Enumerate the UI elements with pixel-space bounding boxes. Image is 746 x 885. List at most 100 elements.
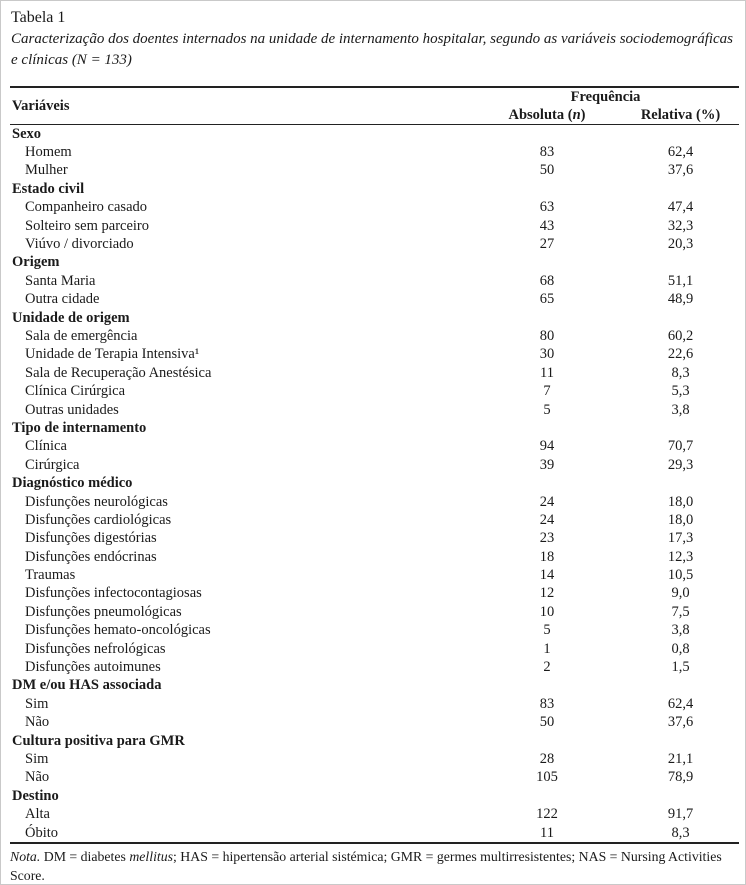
table-row: Destino <box>10 787 739 805</box>
row-pct <box>622 309 739 327</box>
row-n <box>472 677 622 695</box>
row-n: 18 <box>539 548 555 565</box>
row-n: 24 <box>539 511 555 528</box>
row-pct: 8,3 <box>671 824 690 841</box>
row-pct: 18,0 <box>667 511 694 528</box>
col-header-relative: Relativa (%) <box>640 106 721 123</box>
row-label: Sim <box>25 695 49 712</box>
row-label: Sim <box>25 750 49 767</box>
row-label: Diagnóstico médico <box>12 475 133 492</box>
table-row: Óbito 11 8,3 <box>10 824 739 843</box>
row-n: 28 <box>539 750 555 767</box>
row-pct: 9,0 <box>671 585 690 602</box>
row-n: 80 <box>539 327 555 344</box>
table-header: Variáveis Frequência Absoluta (n) Relati… <box>10 87 739 125</box>
row-label: Mulher <box>25 162 68 179</box>
row-n: 14 <box>539 567 555 584</box>
table-row: Clínica 94 70,7 <box>10 438 739 456</box>
row-n: 30 <box>539 346 555 363</box>
row-n: 105 <box>536 769 558 786</box>
row-pct: 5,3 <box>671 383 690 400</box>
note-nota-label: Nota. <box>10 849 41 865</box>
table-row: Disfunções cardiológicas 24 18,0 <box>10 511 739 529</box>
row-label: Estado civil <box>12 180 85 197</box>
absolute-label-prefix: Absoluta ( <box>508 106 573 123</box>
row-n <box>472 732 622 750</box>
row-pct: 8,3 <box>671 364 690 381</box>
table-row: Diagnóstico médico <box>10 474 739 492</box>
row-label: Disfunções pneumológicas <box>25 603 182 620</box>
row-label: Óbito <box>25 824 59 841</box>
row-pct <box>622 732 739 750</box>
row-label: Disfunções infectocontagiosas <box>25 585 202 602</box>
row-pct: 62,4 <box>667 144 694 161</box>
table-number: Tabela 1 <box>11 9 66 26</box>
row-label: Unidade de origem <box>12 309 130 326</box>
row-label: Outra cidade <box>25 291 100 308</box>
table-row: Solteiro sem parceiro 43 32,3 <box>10 217 739 235</box>
table-row: Clínica Cirúrgica 7 5,3 <box>10 382 739 400</box>
row-label: Disfunções nefrológicas <box>25 640 166 657</box>
row-n <box>472 787 622 805</box>
row-pct: 17,3 <box>667 530 694 547</box>
row-label: Cultura positiva para GMR <box>12 732 185 749</box>
row-pct: 7,5 <box>671 603 690 620</box>
absolute-label-n-italic: n <box>572 106 581 123</box>
table-row: Traumas 14 10,5 <box>10 566 739 584</box>
row-pct: 70,7 <box>667 438 694 455</box>
row-pct <box>622 125 739 144</box>
note-segment-2: ; HAS = hipertensão arterial sistémica; … <box>10 849 722 884</box>
row-label: Cirúrgica <box>25 456 80 473</box>
col-header-variables: Variáveis <box>12 97 70 114</box>
table-row: Disfunções endócrinas 18 12,3 <box>10 548 739 566</box>
table-row: Outras unidades 5 3,8 <box>10 401 739 419</box>
table-row: Homem 83 62,4 <box>10 143 739 161</box>
row-n: 2 <box>543 659 551 676</box>
table-caption: Caracterização dos doentes internados na… <box>11 31 734 68</box>
header-row-spanner: Variáveis Frequência <box>10 87 739 114</box>
row-n: 7 <box>543 383 551 400</box>
row-n: 63 <box>539 199 555 216</box>
row-label: Disfunções cardiológicas <box>25 511 172 528</box>
row-pct: 21,1 <box>667 750 694 767</box>
row-n: 1 <box>543 640 551 657</box>
table-row: Unidade de Terapia Intensiva¹ 30 22,6 <box>10 346 739 364</box>
note-segment-1: DM = diabetes <box>40 849 130 865</box>
header-row-sub: Absoluta (n) Relativa (%) <box>10 106 739 125</box>
row-pct <box>622 787 739 805</box>
table-row: Disfunções hemato-oncológicas 5 3,8 <box>10 622 739 640</box>
table-row: Disfunções neurológicas 24 18,0 <box>10 493 739 511</box>
row-n: 68 <box>539 272 555 289</box>
table-row: Sexo <box>10 125 739 144</box>
row-n <box>472 474 622 492</box>
table-row: Disfunções pneumológicas 10 7,5 <box>10 603 739 621</box>
row-n: 24 <box>539 493 555 510</box>
row-n: 5 <box>543 401 551 418</box>
row-label: Alta <box>25 806 50 823</box>
row-label: Disfunções autoimunes <box>25 659 161 676</box>
row-label: Sexo <box>12 125 41 142</box>
row-n: 27 <box>539 236 555 253</box>
row-pct: 10,5 <box>667 567 694 584</box>
table-body: Sexo Homem 83 62,4 Mulher 50 37,6 Estado… <box>10 125 739 844</box>
table-row: Sala de Recuperação Anestésica 11 8,3 <box>10 364 739 382</box>
row-n: 50 <box>539 162 555 179</box>
table-note: Nota. DM = diabetes mellitus; HAS = hipe… <box>10 847 737 884</box>
row-n: 5 <box>543 622 551 639</box>
row-n: 12 <box>539 585 555 602</box>
table-row: Viúvo / divorciado 27 20,3 <box>10 235 739 253</box>
table-row: Não 50 37,6 <box>10 714 739 732</box>
row-pct: 47,4 <box>667 199 694 216</box>
row-n: 94 <box>539 438 555 455</box>
row-n: 11 <box>540 824 554 841</box>
row-label: Sala de Recuperação Anestésica <box>25 364 212 381</box>
data-table: Variáveis Frequência Absoluta (n) Relati… <box>10 86 739 845</box>
row-label: Clínica <box>25 438 67 455</box>
row-label: Não <box>25 769 50 786</box>
row-n: 39 <box>539 456 555 473</box>
table-row: Unidade de origem <box>10 309 739 327</box>
row-n <box>472 419 622 437</box>
row-label: Disfunções endócrinas <box>25 548 157 565</box>
row-label: Origem <box>12 254 60 271</box>
